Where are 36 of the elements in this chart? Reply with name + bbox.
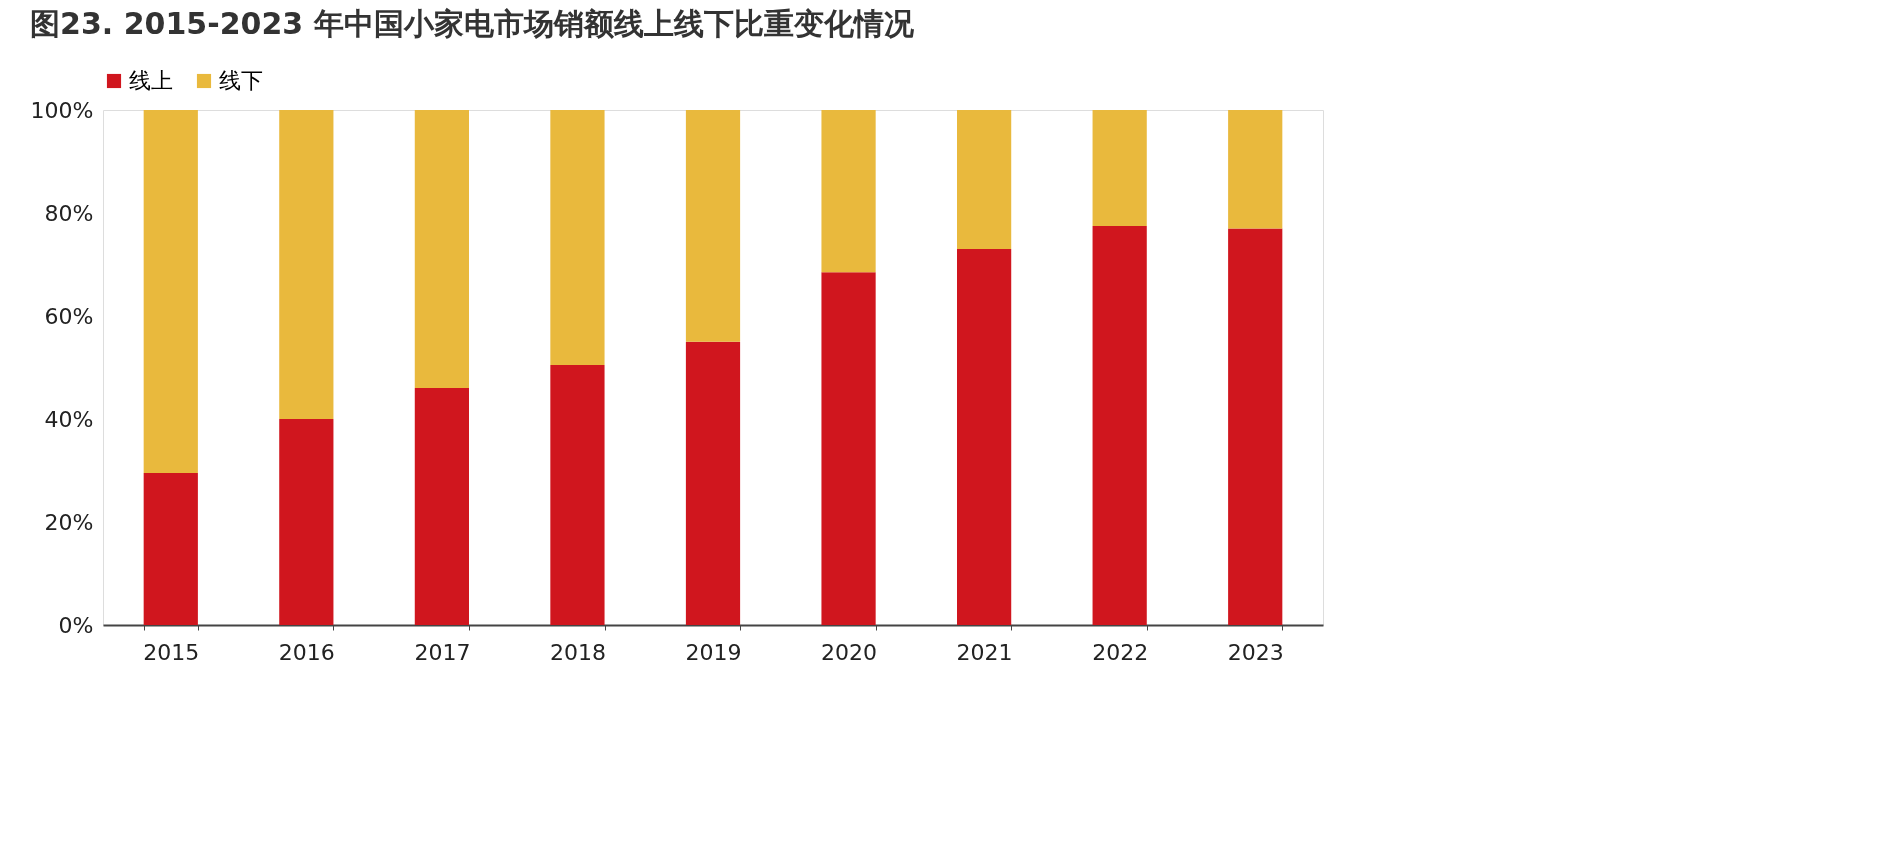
- y-tick-label: 40%: [44, 406, 94, 432]
- legend-label: 线上: [129, 68, 173, 93]
- bar: [1228, 228, 1283, 625]
- chart-title: 图23. 2015-2023 年中国小家电市场销额线上线下比重变化情况: [30, 6, 915, 41]
- y-tick-label: 0%: [58, 612, 94, 638]
- bar: [550, 364, 605, 625]
- legend-label: 线下: [219, 68, 263, 93]
- bar: [1092, 225, 1147, 625]
- x-tick-label: 2019: [685, 639, 742, 665]
- bar: [143, 110, 198, 474]
- y-tick-label: 20%: [44, 509, 94, 535]
- x-tick-label: 2017: [414, 639, 471, 665]
- bar: [414, 388, 469, 625]
- bar: [957, 110, 1012, 250]
- x-tick-label: 2015: [143, 639, 200, 665]
- bar: [1092, 110, 1147, 226]
- x-tick-label: 2021: [956, 639, 1013, 665]
- x-tick-label: 2022: [1092, 639, 1149, 665]
- bar: [821, 110, 876, 273]
- y-tick-label: 100%: [30, 97, 94, 123]
- x-tick-label: 2020: [821, 639, 878, 665]
- bar: [279, 419, 334, 625]
- y-tick-label: 60%: [44, 303, 94, 329]
- bar: [685, 341, 741, 625]
- x-tick-label: 2018: [549, 639, 606, 665]
- bar: [685, 110, 741, 342]
- bar: [821, 272, 876, 625]
- x-tick-label: 2016: [278, 639, 335, 665]
- bar: [143, 473, 198, 625]
- x-tick-label: 2023: [1227, 639, 1284, 665]
- bar: [279, 110, 334, 419]
- bar: [957, 249, 1012, 625]
- bar: [1228, 110, 1283, 229]
- bar: [414, 110, 469, 389]
- y-tick-label: 80%: [44, 200, 94, 226]
- bar: [550, 110, 605, 365]
